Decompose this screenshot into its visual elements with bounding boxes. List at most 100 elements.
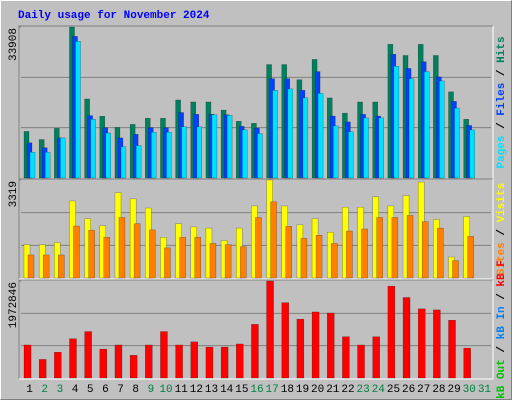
bar xyxy=(454,107,460,179)
bar xyxy=(211,114,218,179)
bar xyxy=(348,131,354,179)
bar xyxy=(281,302,289,379)
legend-separator: / xyxy=(496,229,508,236)
legend: Pages / Files / Hits xyxy=(496,36,508,168)
y-tick-label: 3319 xyxy=(8,181,20,207)
bar xyxy=(205,346,214,379)
bar xyxy=(23,344,32,379)
x-tick-label: 15 xyxy=(235,384,248,396)
x-tick-label: 13 xyxy=(205,384,218,396)
bar xyxy=(42,254,50,279)
bar xyxy=(315,234,323,279)
bar xyxy=(135,145,142,179)
panel-border xyxy=(19,280,494,380)
bar xyxy=(361,228,368,279)
bar xyxy=(255,217,262,279)
legend-entry: kB In xyxy=(496,306,508,339)
x-tick-label: 8 xyxy=(132,384,139,396)
x-tick-label: 23 xyxy=(357,384,370,396)
bar xyxy=(439,80,445,179)
bar xyxy=(54,352,62,379)
bar xyxy=(327,312,335,379)
x-tick-label: 17 xyxy=(266,384,279,396)
bar xyxy=(342,336,350,379)
bar xyxy=(69,338,77,379)
bar xyxy=(272,90,278,179)
bar xyxy=(84,331,92,379)
bar xyxy=(266,280,274,379)
bar xyxy=(393,66,400,179)
bar xyxy=(209,243,217,279)
bar xyxy=(467,236,474,279)
x-tick-label: 6 xyxy=(102,384,109,396)
bar xyxy=(44,151,51,179)
bar xyxy=(60,137,66,179)
bar xyxy=(166,131,172,179)
bar xyxy=(240,246,247,279)
bar xyxy=(220,346,229,379)
legend-entry: Hits xyxy=(496,36,508,62)
bar xyxy=(151,131,157,179)
bar xyxy=(129,355,138,379)
x-tick-label: 24 xyxy=(372,384,386,396)
bar xyxy=(391,217,399,279)
bar xyxy=(421,221,429,279)
x-tick-label: 4 xyxy=(72,384,79,396)
legend-entry: kB F xyxy=(496,260,508,286)
bar xyxy=(236,343,244,379)
bar xyxy=(175,344,183,379)
bar xyxy=(160,331,168,379)
bar xyxy=(27,254,35,279)
bar xyxy=(448,320,456,379)
bar xyxy=(90,119,96,179)
bar xyxy=(357,344,365,379)
x-tick-label: 12 xyxy=(190,384,203,396)
chart-title: Daily usage for November 2024 xyxy=(18,10,210,22)
legend-separator: / xyxy=(496,346,508,353)
bar xyxy=(114,344,123,379)
legend-entry: kB Out xyxy=(496,359,508,399)
bar xyxy=(226,115,233,179)
x-tick-label: 26 xyxy=(402,384,415,396)
bar xyxy=(372,336,380,379)
bar xyxy=(346,230,353,279)
legend: kB Out / kB In / kB F xyxy=(496,260,508,399)
bar xyxy=(58,254,65,279)
bar xyxy=(105,132,112,179)
bar xyxy=(285,226,292,279)
bar xyxy=(149,229,156,279)
x-tick-label: 30 xyxy=(463,384,476,396)
x-tick-label: 1 xyxy=(26,384,33,396)
bar xyxy=(333,125,339,179)
bar xyxy=(196,126,202,179)
panel-border xyxy=(18,178,493,279)
bar xyxy=(145,344,153,379)
bar xyxy=(408,78,415,179)
bar xyxy=(417,308,426,379)
bar xyxy=(194,237,201,279)
x-tick-label: 20 xyxy=(311,384,324,396)
bar xyxy=(469,129,475,179)
bar xyxy=(179,237,186,279)
x-tick-label: 2 xyxy=(41,384,48,396)
bar xyxy=(406,215,414,279)
bar xyxy=(378,117,384,179)
y-tick-label: 1972846 xyxy=(8,282,20,328)
bar xyxy=(433,309,441,379)
x-tick-label: 10 xyxy=(159,384,172,396)
x-tick-label: 22 xyxy=(341,384,354,396)
x-tick-label: 18 xyxy=(281,384,294,396)
legend-entry: Sites xyxy=(496,242,508,275)
x-tick-label: 3 xyxy=(57,384,64,396)
bar xyxy=(242,129,248,179)
bar xyxy=(296,318,305,379)
legend-separator: / xyxy=(496,122,508,129)
x-tick-label: 14 xyxy=(220,384,234,396)
panel-border xyxy=(19,179,494,280)
bar xyxy=(29,151,36,179)
bar xyxy=(99,348,108,379)
x-tick-label: 9 xyxy=(148,384,155,396)
bar xyxy=(133,223,141,279)
